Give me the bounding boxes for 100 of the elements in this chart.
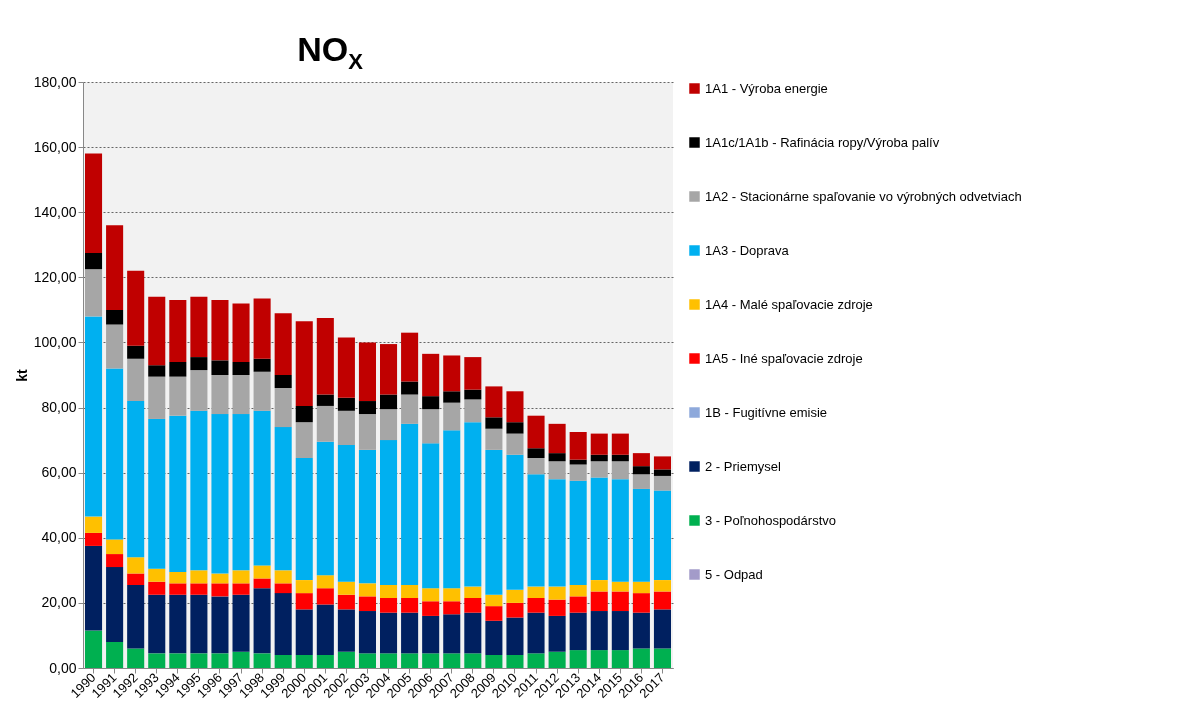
bar [380, 584, 398, 599]
bar [337, 397, 355, 411]
bar [358, 449, 376, 584]
bar [211, 414, 229, 574]
bar [401, 332, 419, 382]
bar [232, 361, 250, 375]
bar [527, 474, 545, 587]
bar [148, 365, 166, 377]
bar [274, 388, 292, 428]
bar [611, 479, 629, 582]
bar [485, 417, 503, 429]
bar [569, 650, 587, 668]
y-tick-label: 0,00 [49, 659, 77, 676]
bar [148, 418, 166, 569]
bar [611, 461, 629, 480]
bar [401, 394, 419, 424]
bar [464, 389, 482, 400]
bar [464, 612, 482, 654]
bar [358, 596, 376, 612]
bar [569, 480, 587, 585]
bar [380, 344, 398, 395]
bar [422, 409, 440, 444]
bar [190, 357, 208, 371]
bar [85, 630, 103, 668]
bar [443, 355, 461, 392]
bar [211, 583, 229, 597]
bar [295, 422, 313, 459]
bar [232, 414, 250, 571]
bar [506, 617, 524, 655]
bar [190, 570, 208, 584]
bar [106, 567, 124, 642]
bar [295, 593, 313, 610]
bar [127, 648, 145, 668]
bar [232, 583, 250, 595]
bar [632, 593, 650, 613]
bar [506, 433, 524, 455]
bar [316, 654, 334, 668]
bar [253, 588, 271, 654]
bar [358, 653, 376, 668]
bar [380, 598, 398, 613]
bar [653, 475, 671, 491]
bar [253, 578, 271, 589]
bar [632, 453, 650, 467]
legend-label: 1A2 - Stacionárne spaľovanie vo výrobných odvetviach [705, 188, 1022, 204]
bar [253, 298, 271, 359]
bar [190, 410, 208, 571]
bar [148, 581, 166, 595]
bar [653, 456, 671, 470]
bar [422, 601, 440, 616]
bar [611, 433, 629, 455]
bar [232, 594, 250, 652]
bar [85, 252, 103, 270]
bar [316, 394, 334, 406]
bar [169, 594, 187, 654]
bar [653, 490, 671, 581]
bar [653, 609, 671, 649]
y-tick-label: 100,00 [33, 333, 77, 350]
bar [527, 586, 545, 599]
bar [316, 405, 334, 442]
bar [443, 430, 461, 589]
bar [148, 376, 166, 419]
bar [148, 568, 166, 582]
bar [253, 410, 271, 566]
bar [253, 565, 271, 579]
bar [211, 360, 229, 375]
bar [253, 358, 271, 372]
bar [443, 391, 461, 403]
bar [632, 581, 650, 594]
bar [190, 594, 208, 654]
bar [464, 598, 482, 613]
bar [106, 368, 124, 540]
bar [211, 596, 229, 654]
legend-label: 1A3 - Doprava [705, 242, 790, 258]
bar [590, 580, 608, 592]
bar [358, 611, 376, 654]
bar [569, 464, 587, 481]
bar [548, 461, 566, 480]
bar [358, 583, 376, 597]
bar [380, 409, 398, 441]
bar [527, 598, 545, 613]
bar [274, 583, 292, 594]
bar [169, 376, 187, 416]
bar [569, 431, 587, 460]
bar [274, 570, 292, 584]
y-tick-label: 160,00 [33, 138, 77, 155]
y-tick-label: 120,00 [33, 268, 77, 285]
bar [632, 466, 650, 475]
bar [590, 611, 608, 651]
bar [401, 423, 419, 585]
bar [85, 316, 103, 517]
bar [590, 591, 608, 612]
bar [485, 386, 503, 418]
bar [443, 588, 461, 602]
bar [337, 651, 355, 668]
bar [401, 612, 419, 654]
bar [106, 309, 124, 325]
bar [274, 654, 292, 668]
bar [443, 601, 461, 615]
bar [337, 337, 355, 398]
bar [232, 303, 250, 362]
